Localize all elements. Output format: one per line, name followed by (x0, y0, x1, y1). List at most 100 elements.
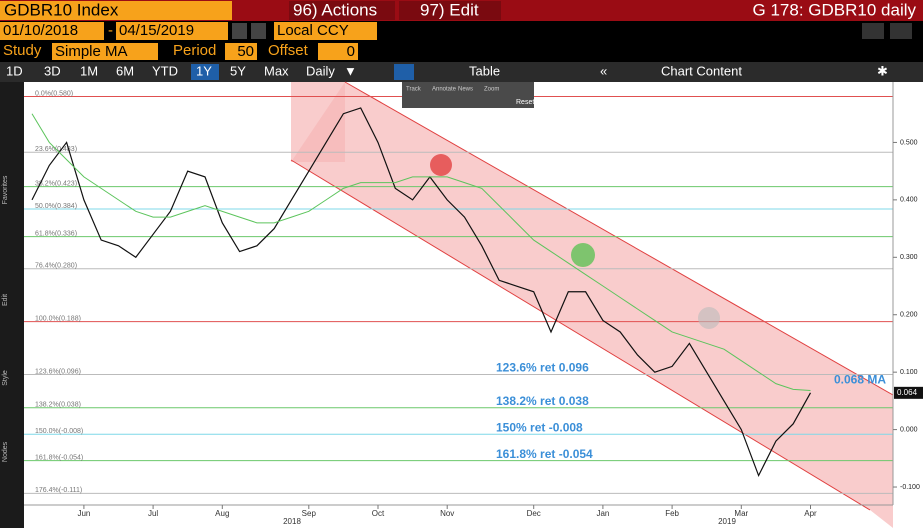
tool[interactable]: News (458, 87, 473, 93)
range-button[interactable]: 5Y (230, 63, 246, 78)
edit-menu[interactable] (399, 1, 501, 20)
sidebar-tab[interactable]: Nodes (2, 441, 9, 462)
retracement-note: 123.6% ret 0.096 (496, 361, 589, 375)
toolbar (0, 62, 923, 82)
study-field[interactable] (52, 43, 158, 60)
end-date-field[interactable] (116, 22, 228, 40)
study-label: Study (3, 42, 42, 59)
y-tick-label: 0.000 (900, 426, 918, 433)
y-tick-label: 0.300 (900, 254, 918, 261)
tool-toggle[interactable] (394, 64, 414, 80)
fib-label: 176.4%(-0.111) (35, 487, 82, 494)
undo[interactable] (862, 23, 884, 39)
marker-circle (430, 154, 452, 176)
period-label: Period (173, 42, 216, 59)
marker-circle (571, 243, 595, 267)
x-tick-label: Mar (734, 509, 748, 518)
settings[interactable]: ✱ (877, 63, 888, 78)
tool[interactable]: Annotate (432, 87, 457, 93)
sidebar (0, 82, 24, 528)
edit: 97) Edit (420, 0, 479, 19)
year-label: 2018 (283, 517, 301, 526)
fib-label: 138.2%(0.038) (35, 402, 81, 409)
x-tick-label: Aug (215, 509, 229, 518)
fib-label: 161.8%(-0.054) (35, 454, 83, 461)
ma-label: 0.068 MA (834, 373, 886, 387)
retracement-note: 150% ret -0.008 (496, 420, 583, 434)
y-tick-label: 0.100 (900, 369, 918, 376)
channel-lower (290, 159, 871, 511)
start-date-field[interactable] (0, 22, 104, 40)
period-field[interactable] (225, 43, 257, 60)
last-price-tag (894, 386, 923, 399)
x-tick-label: Nov (440, 509, 454, 518)
active-range (191, 64, 219, 80)
offset: 0 (347, 43, 355, 60)
y-tick-label: 0.500 (900, 139, 918, 146)
sidebar-tab[interactable]: Favorites (2, 175, 9, 204)
series-line (31, 113, 811, 392)
period: 50 (237, 43, 254, 60)
retracement-note: 138.2% ret 0.038 (496, 394, 589, 408)
channel-upper (344, 81, 894, 396)
study: Simple MA (55, 43, 128, 60)
reset[interactable]: Reset (516, 99, 534, 106)
currency: Local CCY (277, 22, 349, 39)
sidebar-tab[interactable]: Edit (2, 294, 9, 306)
start-date: 01/10/2018 (3, 22, 78, 39)
fib-label: 123.6%(0.096) (35, 368, 81, 375)
chart-name: G 178: GDBR10 daily (753, 0, 917, 19)
chart-content[interactable]: Chart Content (661, 63, 742, 78)
fib-label: 150.0%(-0.008) (35, 428, 83, 435)
currency-field[interactable] (274, 22, 377, 40)
fib-label: 100.0%(0.188) (35, 315, 81, 322)
last-price: 0.064 (897, 388, 918, 397)
x-tick-label: Feb (665, 509, 679, 518)
dash: - (108, 22, 113, 39)
redo[interactable] (890, 23, 912, 39)
range-button[interactable]: 3D (44, 63, 61, 78)
offset-label: Offset (268, 42, 309, 59)
security: GDBR10 Index (4, 0, 119, 19)
next-button[interactable] (251, 23, 266, 39)
x-tick-label: Dec (527, 509, 541, 518)
actions-menu[interactable] (289, 1, 395, 20)
y-tick-label: -0.100 (900, 484, 920, 491)
x-tick-label: Sep (302, 509, 317, 518)
prev-button[interactable] (232, 23, 247, 39)
security-field[interactable] (0, 1, 232, 20)
retracement-note: 161.8% ret -0.054 (496, 447, 593, 461)
fib-label: 50.0%(0.384) (35, 203, 77, 210)
series-line (31, 107, 812, 478)
marker-circle (698, 307, 720, 329)
range-button[interactable]: 1D (6, 63, 23, 78)
y-tick-label: 0.200 (900, 312, 918, 319)
float-toolbar (402, 82, 534, 108)
range-button[interactable]: 6M (116, 63, 134, 78)
collapse[interactable]: « (600, 63, 607, 78)
table[interactable]: Table (469, 63, 500, 78)
frequency[interactable]: Daily (306, 63, 335, 78)
year-label: 2019 (718, 517, 736, 526)
sidebar-tab[interactable]: Style (2, 370, 9, 386)
x-tick-label: Jul (148, 509, 158, 518)
range-button[interactable]: 1Y (196, 63, 212, 78)
end-date: 04/15/2019 (119, 22, 194, 39)
offset-field[interactable] (318, 43, 358, 60)
tool[interactable]: Track (406, 87, 422, 93)
range-button[interactable]: 1M (80, 63, 98, 78)
range-button[interactable]: Max (264, 63, 289, 78)
x-tick-label: Apr (804, 509, 817, 518)
range-button[interactable]: YTD (152, 63, 178, 78)
y-tick-label: 0.400 (900, 197, 918, 204)
fib-label: 0.0%(0.580) (35, 90, 73, 97)
tool[interactable]: Zoom (484, 87, 499, 93)
actions: 96) Actions (293, 0, 377, 19)
fib-label: 76.4%(0.280) (35, 263, 77, 270)
x-tick-label: Jun (77, 509, 90, 518)
frequency-caret: ▼ (344, 63, 357, 78)
fib-label: 61.8%(0.336) (35, 230, 77, 237)
x-tick-label: Jan (596, 509, 609, 518)
x-tick-label: Oct (372, 509, 385, 518)
